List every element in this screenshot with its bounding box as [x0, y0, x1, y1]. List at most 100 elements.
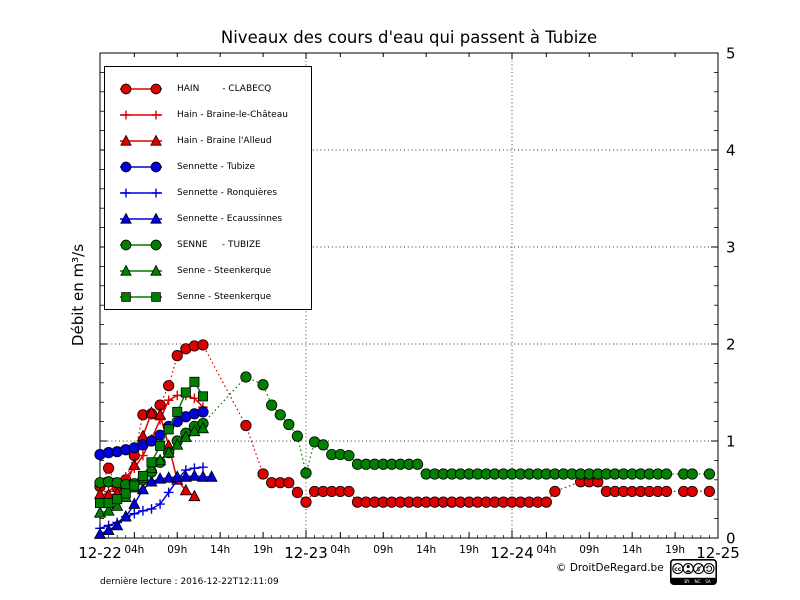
y-tick-label: 4 [726, 141, 736, 159]
data-point [102, 504, 115, 516]
data-point [120, 212, 132, 224]
data-point [343, 449, 355, 462]
data-point [150, 134, 162, 146]
data-point [660, 468, 673, 480]
data-point [151, 292, 161, 302]
data-point [703, 468, 716, 480]
data-point [137, 470, 148, 481]
by-person-icon [682, 563, 694, 575]
data-point [154, 453, 167, 466]
data-point [179, 430, 192, 442]
data-point [257, 379, 269, 391]
data-point [205, 470, 218, 482]
legend-item-6: SENNE - TUBIZE [105, 232, 311, 258]
legend-marker-sample [120, 134, 162, 146]
legend-marker-sample [120, 83, 162, 95]
data-point [172, 390, 183, 401]
legend-label: Sennette - Ronquières [177, 188, 278, 198]
x-day-label: 12-23 [284, 544, 328, 562]
legend-marker-sample [120, 161, 162, 173]
data-point [660, 485, 673, 498]
x-day-label: 12-24 [490, 544, 534, 562]
data-point [129, 480, 140, 491]
data-point [197, 391, 208, 402]
series-senne-steenkerque-8 [95, 376, 208, 509]
nc-label: NC [694, 579, 700, 584]
data-point [343, 485, 355, 498]
data-point [154, 472, 167, 484]
series-sennette-tubize-3 [94, 406, 209, 461]
data-point [120, 239, 132, 251]
data-point [549, 485, 561, 498]
series-sennette-ecaussinnes-5 [93, 469, 218, 539]
legend-item-2: Hain - Braine l'Alleud [105, 128, 311, 154]
data-point [266, 399, 278, 411]
y-tick-label: 1 [726, 432, 736, 450]
data-point [274, 409, 286, 421]
data-point [102, 462, 115, 474]
data-point [189, 376, 200, 387]
data-point [163, 487, 174, 498]
y-tick-label: 3 [726, 238, 736, 256]
data-point [300, 467, 312, 479]
cc-icon: cc [672, 563, 684, 575]
x-hour-label: 19h [459, 544, 479, 556]
x-hour-label: 19h [665, 544, 685, 556]
legend-item-3: Sennette - Tubize [105, 154, 311, 180]
data-point [283, 418, 295, 431]
data-point [145, 406, 158, 418]
data-point [197, 339, 209, 351]
data-point [102, 523, 115, 536]
data-point [686, 485, 698, 498]
data-point [188, 489, 201, 502]
legend-label: Senne - Steenkerque [177, 292, 272, 302]
legend-item-0: HAIN - CLABECQ [105, 76, 311, 102]
data-point [162, 445, 175, 458]
legend-label: SENNE - TUBIZE [177, 240, 261, 250]
data-point [171, 438, 184, 450]
legend-label: Hain - Braine-le-Château [177, 110, 288, 120]
copyright-text: © DroitDeRegard.be [556, 562, 664, 574]
x-hour-label: 04h [124, 544, 144, 556]
data-point [151, 188, 161, 198]
data-point [93, 527, 107, 539]
data-point [121, 292, 131, 302]
legend: HAIN - CLABECQ Hain - Braine-le-Château Ha… [104, 66, 312, 310]
data-point [120, 134, 132, 146]
legend-marker-sample [120, 212, 162, 224]
data-point [155, 499, 165, 509]
data-point [121, 188, 131, 198]
data-point [120, 83, 132, 95]
x-hour-label: 04h [330, 544, 350, 556]
data-point [163, 395, 174, 406]
data-point [283, 477, 295, 489]
series-senne-steenkerque-7 [93, 421, 210, 518]
data-point [111, 518, 124, 531]
data-point [103, 498, 114, 509]
legend-label: Sennette - Ecaussinnes [177, 214, 283, 224]
series-hain-clabecq-0 [94, 339, 716, 508]
data-point [155, 440, 166, 451]
legend-item-8: Senne - Steenkerque [105, 284, 311, 310]
data-point [197, 406, 209, 418]
x-hour-label: 19h [253, 544, 273, 556]
data-point [129, 508, 140, 519]
data-point [128, 497, 141, 509]
data-point [146, 457, 157, 468]
by-label: BY [684, 579, 690, 584]
data-point [151, 110, 161, 120]
legend-label: Hain - Braine l'Alleud [177, 136, 272, 146]
x-day-label: 12-22 [78, 544, 122, 562]
data-point [189, 393, 200, 404]
x-day-label: 12-25 [696, 544, 740, 562]
data-point [136, 482, 149, 495]
legend-marker-sample [120, 292, 162, 302]
y-tick-label: 2 [726, 335, 736, 353]
data-point [172, 406, 183, 417]
legend-marker-sample [120, 239, 162, 251]
data-point [146, 504, 157, 514]
x-axis: 04h 09h 14h 19h 04h 09h 14h 19h 04h 09h 14h 19h 12-2… [78, 53, 740, 562]
footer-status: dernière lecture : 2016-12-22T12:11:09 d… [100, 557, 279, 600]
